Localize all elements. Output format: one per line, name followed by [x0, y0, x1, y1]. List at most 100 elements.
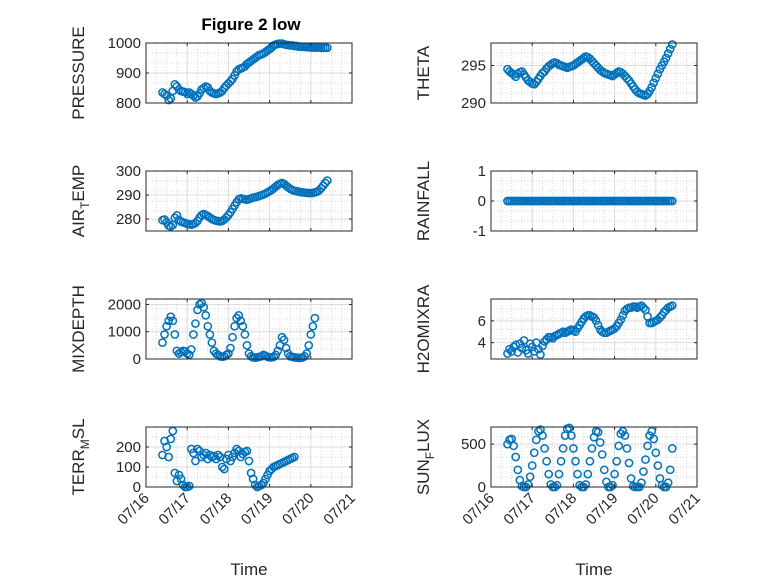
y-tick-label: 290 [116, 187, 141, 204]
y-axis-label: RAINFALL [414, 161, 433, 241]
data-point [667, 40, 677, 49]
data-point [544, 469, 554, 479]
y-tick-label: 200 [116, 439, 141, 456]
data-point [542, 456, 551, 466]
data-point [164, 95, 174, 105]
data-point [289, 452, 299, 462]
data-point [571, 456, 580, 466]
data-point [269, 352, 279, 362]
data-point [164, 452, 174, 462]
data-point [552, 480, 562, 490]
data-point [649, 78, 659, 88]
data-point [597, 450, 607, 459]
y-tick-label: 1 [478, 163, 486, 180]
axes-box [490, 298, 698, 360]
data-point [558, 444, 568, 453]
data-point [622, 73, 632, 83]
data-point [622, 444, 632, 453]
data-point [647, 82, 657, 92]
axes-box [490, 42, 698, 104]
data-point [639, 303, 648, 313]
data-point [525, 472, 535, 482]
y-tick-label: 1000 [108, 35, 141, 52]
y-tick-label: 290 [461, 95, 486, 112]
data-point [665, 44, 675, 54]
data-point [281, 343, 291, 353]
data-point [503, 349, 512, 358]
data-point [612, 456, 622, 466]
data-point [162, 321, 171, 331]
subplot-panel: 290 295 THETA [414, 40, 698, 112]
data-point [193, 444, 202, 454]
y-tick-label: -1 [473, 223, 486, 240]
data-point [663, 49, 673, 58]
data-point [166, 222, 176, 231]
y-axis-label: TERRMSL [69, 418, 92, 495]
data-point [517, 343, 527, 353]
data-point [164, 316, 174, 326]
data-point [513, 465, 523, 475]
y-tick-label: 0 [133, 351, 141, 368]
data-point [166, 434, 176, 444]
data-point [579, 53, 589, 63]
data-point [665, 465, 675, 475]
y-tick-label: 295 [461, 58, 486, 75]
y-tick-label: 0 [478, 193, 486, 210]
data-point [653, 69, 663, 79]
data-point [226, 343, 235, 353]
data-point [191, 319, 200, 328]
data-point [587, 444, 597, 453]
y-tick-label: 500 [461, 436, 486, 453]
data-point [207, 338, 217, 347]
y-tick-label: 4 [478, 335, 486, 352]
y-tick-label: 300 [116, 163, 141, 180]
data-point [191, 218, 200, 228]
data-point [232, 444, 241, 454]
data-point [564, 423, 574, 433]
data-point [583, 469, 593, 479]
x-axis-label: Time [575, 560, 612, 579]
axes-box [145, 170, 353, 232]
data-point [250, 480, 260, 490]
y-tick-label: 800 [116, 95, 141, 112]
data-point [217, 462, 227, 472]
data-point [304, 341, 314, 350]
data-point [529, 448, 539, 458]
y-axis-label: AIRTEMP [69, 165, 92, 238]
data-point [540, 444, 549, 453]
data-point [542, 335, 551, 344]
data-point [573, 469, 582, 479]
data-point [230, 321, 239, 331]
subplot-panel: 800 900 1000 PRESSURE [69, 26, 353, 120]
data-point [273, 346, 283, 356]
data-point [529, 79, 539, 89]
data-point [238, 321, 248, 331]
data-point [186, 345, 196, 354]
data-point [610, 324, 619, 333]
data-point [240, 330, 250, 339]
data-point [242, 341, 252, 350]
data-point [639, 467, 648, 476]
data-point [170, 213, 180, 223]
data-point [308, 321, 318, 331]
y-axis-label: THETA [414, 45, 433, 100]
y-axis-label: PRESSURE [69, 26, 88, 120]
y-axis-label: MIXDEPTH [69, 285, 88, 373]
data-point [616, 315, 626, 325]
data-point [591, 316, 601, 326]
data-point [556, 456, 566, 466]
data-point [172, 211, 182, 220]
data-point [593, 320, 603, 330]
data-point [566, 431, 576, 440]
y-tick-label: 1000 [108, 324, 141, 341]
y-tick-label: 2000 [108, 296, 141, 313]
data-point [593, 427, 603, 437]
data-point [610, 469, 619, 479]
data-point [614, 441, 624, 451]
data-point [655, 313, 665, 322]
data-point [201, 311, 211, 320]
data-point [595, 438, 605, 447]
data-point [527, 461, 537, 470]
